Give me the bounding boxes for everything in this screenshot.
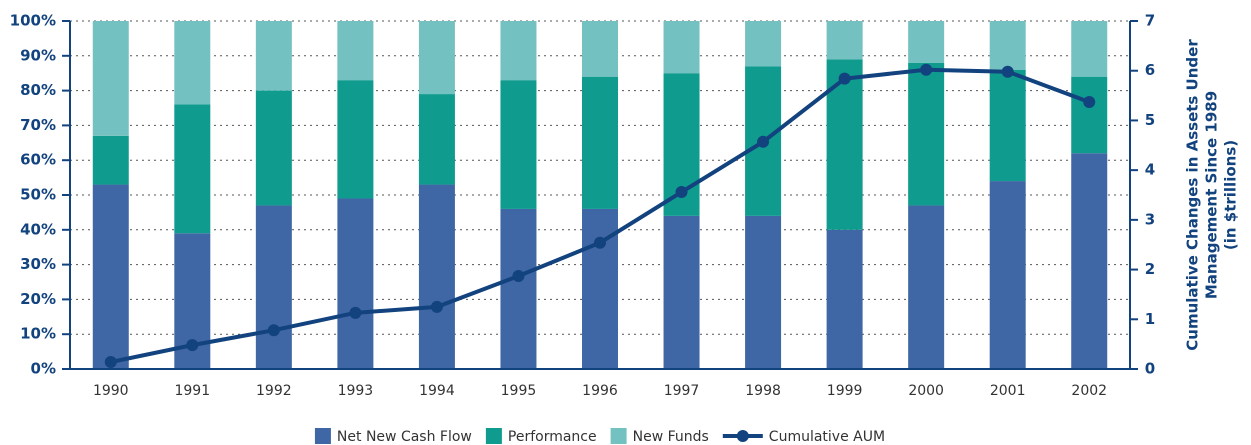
bar-segment (1071, 153, 1108, 369)
bar-segment (989, 69, 1026, 182)
y2-tick-label: 4 (1145, 161, 1155, 179)
y-tick-label: 50% (20, 186, 56, 204)
x-tick-label: 1991 (174, 383, 210, 399)
x-tick-label: 1995 (501, 383, 537, 399)
y-tick-label: 80% (20, 81, 56, 99)
y-tick-label: 20% (20, 290, 56, 308)
y2-tick-label: 3 (1145, 210, 1155, 228)
bar-segment (826, 229, 863, 369)
bar-segment (582, 76, 618, 209)
bar-segment (1071, 21, 1108, 77)
y2-axis-label: Cumulative Changes in Assets Under (1184, 39, 1202, 351)
legend: Net New Cash Flow Performance New Funds Cum… (314, 428, 885, 445)
legend-label: New Funds (633, 429, 709, 445)
bar-segment (337, 21, 374, 81)
line-marker (838, 72, 851, 85)
bar-segment (418, 94, 455, 185)
x-tick-label: 1993 (338, 383, 374, 399)
bar-segment (174, 104, 211, 234)
legend-swatch (314, 428, 331, 444)
y2-tick-label: 6 (1145, 61, 1155, 79)
legend-label: Net New Cash Flow (337, 429, 472, 445)
x-tick-label: 1994 (419, 383, 455, 399)
legend-swatch (610, 428, 627, 444)
bar-segment (500, 80, 537, 209)
line-marker (920, 63, 933, 76)
x-tick-label: 1997 (664, 383, 700, 399)
y-tick-label: 0% (31, 360, 56, 378)
x-tick-label: 1992 (256, 383, 292, 399)
line-marker (1001, 65, 1014, 78)
line-marker (594, 236, 606, 249)
x-tick-label: 2000 (908, 383, 944, 399)
line-marker (675, 186, 688, 199)
bar-segment (745, 215, 782, 369)
y-tick-label: 60% (20, 151, 56, 169)
legend-label: Cumulative AUM (769, 429, 885, 445)
y2-axis-label: (in $trillions) (1222, 140, 1240, 250)
y2-tick-label: 7 (1145, 12, 1155, 30)
bar-segment (255, 21, 292, 91)
bar-segment (92, 135, 129, 185)
x-tick-label: 1990 (93, 383, 129, 399)
bar-segment (745, 21, 782, 67)
bar-segment (418, 21, 455, 95)
y2-axis-label: Management Since 1989 (1203, 91, 1221, 299)
x-tick-label: 1999 (827, 383, 863, 399)
bar-segment (92, 184, 129, 369)
bar-segment (826, 59, 863, 230)
x-tick-label: 2002 (1071, 383, 1107, 399)
line-marker (430, 300, 443, 313)
line-marker (186, 339, 199, 352)
y-tick-label: 90% (20, 46, 56, 64)
bar-segment (582, 21, 618, 77)
y-tick-label: 40% (20, 220, 56, 238)
x-tick-label: 1998 (745, 383, 781, 399)
y2-tick-label: 2 (1145, 260, 1155, 278)
bar-segment (500, 21, 537, 81)
bar-segment (989, 181, 1026, 369)
bar-segment (989, 21, 1026, 70)
y-tick-label: 100% (10, 12, 56, 30)
line-marker (267, 324, 280, 337)
bar-segment (908, 205, 945, 369)
line-marker (104, 356, 117, 369)
bar-segment (255, 90, 292, 206)
bar-segment (174, 21, 211, 105)
y2-tick-label: 1 (1145, 310, 1155, 328)
y2-tick-label: 5 (1145, 111, 1155, 129)
line-marker (1083, 96, 1096, 109)
y-tick-label: 70% (20, 116, 56, 134)
bar-segment (500, 208, 537, 369)
bar-segment (663, 21, 700, 74)
legend-marker (736, 430, 749, 442)
bar-segment (663, 215, 700, 369)
line-marker (512, 270, 525, 283)
x-tick-label: 1996 (582, 383, 618, 399)
bar-segment (337, 198, 374, 369)
bar-segment (826, 21, 863, 60)
x-tick-label: 2001 (990, 383, 1026, 399)
line-marker (349, 306, 362, 319)
bar-segment (92, 21, 129, 136)
bar-segment (908, 21, 945, 63)
y-tick-label: 10% (20, 325, 56, 343)
legend-label: Performance (508, 429, 597, 445)
legend-swatch (485, 428, 502, 444)
y-tick-label: 30% (20, 255, 56, 273)
bar-segment (418, 184, 455, 369)
bar-segment (908, 62, 945, 206)
bar-segment (337, 80, 374, 199)
line-marker (757, 135, 770, 148)
y2-tick-label: 0 (1145, 360, 1155, 378)
bar-segment (1071, 76, 1108, 154)
bar-segment (255, 205, 292, 369)
